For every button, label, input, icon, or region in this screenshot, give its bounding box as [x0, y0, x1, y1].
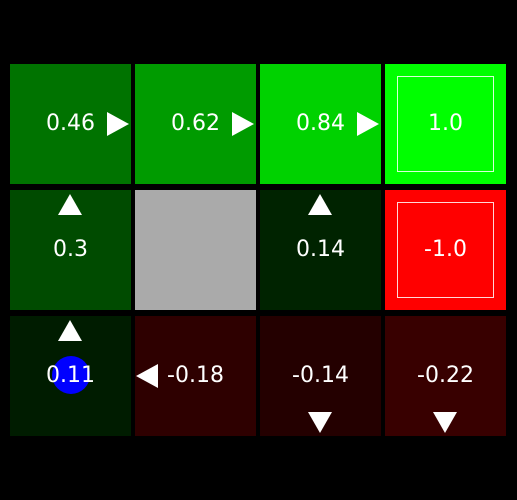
state-value: -0.14	[292, 363, 349, 388]
policy-arrow-right-icon	[232, 112, 254, 136]
terminal-frame	[397, 202, 494, 298]
state-value: 0.14	[296, 237, 345, 262]
policy-arrow-up-icon	[58, 194, 82, 215]
state-value: 0.46	[46, 111, 95, 136]
state-value: 0.84	[296, 111, 345, 136]
terminal-frame	[397, 76, 494, 172]
grid-cell: 0.3	[10, 190, 131, 310]
grid-cell: 0.46	[10, 64, 131, 184]
policy-arrow-down-icon	[433, 412, 457, 433]
state-value: -0.22	[417, 363, 474, 388]
terminal-cell: 1.0	[385, 64, 506, 184]
state-value: 0.3	[53, 237, 88, 262]
policy-arrow-up-icon	[308, 194, 332, 215]
agent-marker	[52, 356, 90, 394]
state-value: 0.11	[46, 363, 95, 388]
policy-arrow-up-icon	[58, 320, 82, 341]
grid-cell: -0.14	[260, 316, 381, 436]
wall-cell	[135, 190, 256, 310]
policy-arrow-right-icon	[107, 112, 129, 136]
policy-arrow-left-icon	[136, 364, 158, 388]
state-value: -1.0	[424, 237, 467, 262]
policy-arrow-right-icon	[357, 112, 379, 136]
state-value: -0.18	[167, 363, 224, 388]
state-value: 0.62	[171, 111, 220, 136]
terminal-cell: -1.0	[385, 190, 506, 310]
state-value: 1.0	[428, 111, 463, 136]
gridworld-board: 0.46 0.62 0.84 1.0 0.3 0.14 -1.0 0.11 -0.18 -0.14…	[10, 64, 506, 436]
grid-cell: 0.14	[260, 190, 381, 310]
grid-cell: -0.18	[135, 316, 256, 436]
grid-cell: 0.11	[10, 316, 131, 436]
policy-arrow-down-icon	[308, 412, 332, 433]
grid-cell: 0.84	[260, 64, 381, 184]
grid-cell: -0.22	[385, 316, 506, 436]
grid-cell: 0.62	[135, 64, 256, 184]
